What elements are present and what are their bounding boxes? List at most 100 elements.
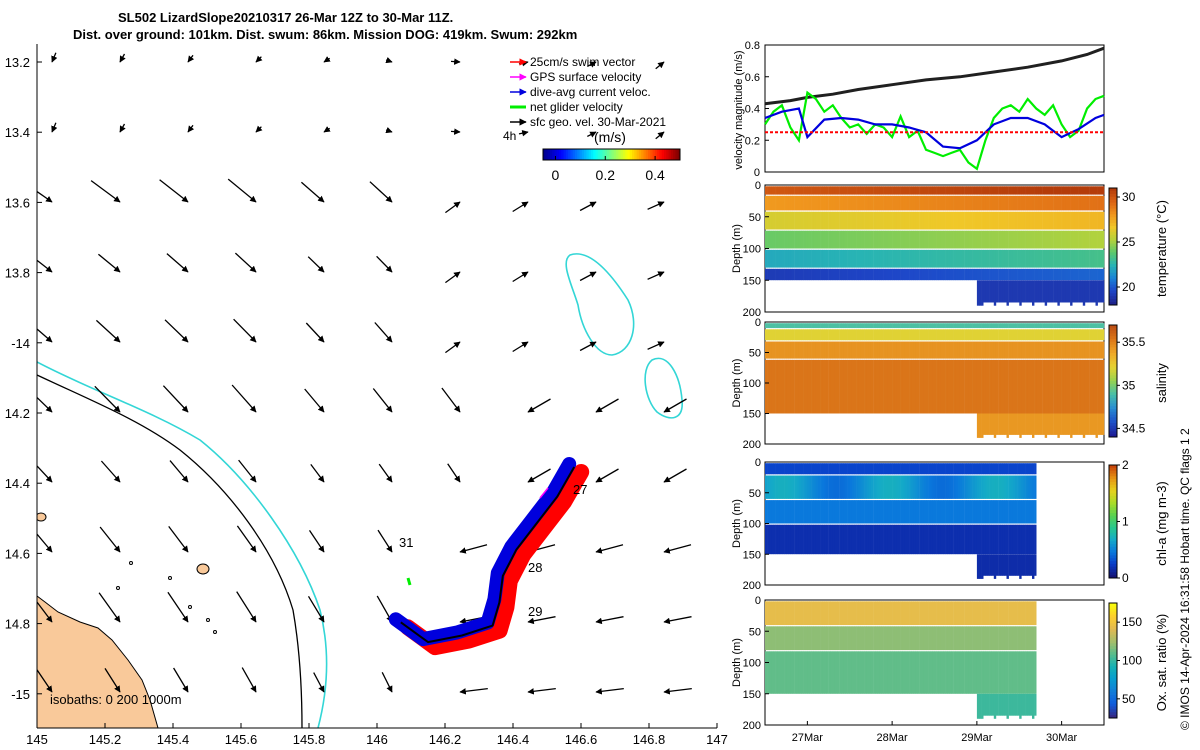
section-cell — [873, 230, 876, 249]
section-cell — [887, 341, 891, 359]
section-cell — [1002, 341, 1005, 359]
section-cell — [995, 554, 999, 576]
section-cell — [1068, 186, 1071, 195]
section-cell — [784, 329, 787, 341]
section-cell — [904, 230, 908, 249]
section-cell — [894, 463, 897, 475]
section-cell — [993, 268, 997, 281]
section-cell — [883, 500, 886, 524]
section-cell — [1097, 323, 1100, 329]
isobath-200m — [37, 374, 303, 728]
section-cell — [1076, 268, 1079, 281]
section-cell — [782, 626, 785, 651]
section-colorbar-tick-label: 34.5 — [1122, 421, 1146, 435]
section-cell — [995, 524, 999, 555]
section-cell — [873, 359, 876, 414]
section-cell — [962, 230, 965, 249]
section-cell — [1017, 323, 1020, 329]
section-cell — [979, 524, 982, 555]
section-cell — [947, 249, 950, 268]
section-cell — [877, 329, 880, 341]
section-colorbar-cell — [1109, 361, 1117, 365]
section-cell — [765, 463, 768, 475]
section-cell — [858, 268, 861, 281]
section-cell — [966, 186, 969, 195]
geo-velocity-arrow — [385, 126, 393, 134]
section-cell — [934, 249, 937, 268]
section-colorbar-tick-label: 30 — [1122, 190, 1136, 204]
section-cell — [907, 186, 910, 195]
section-cell — [1089, 268, 1092, 281]
section-cell — [1055, 186, 1058, 195]
section-cell — [870, 195, 874, 211]
section-cell — [1029, 211, 1033, 230]
section-cell — [1074, 323, 1077, 329]
section-cell — [811, 601, 814, 626]
section-cell — [765, 268, 768, 281]
section-cell — [1078, 230, 1081, 249]
section-cell — [909, 500, 912, 524]
section-cell — [1087, 341, 1090, 359]
depth-tick-label: 200 — [743, 439, 761, 451]
section-colorbar-cell — [1109, 637, 1117, 641]
section-cell — [1080, 359, 1084, 414]
section-cell — [995, 626, 999, 651]
section-cell — [826, 249, 829, 268]
section-cell — [883, 651, 886, 694]
section-cell — [945, 524, 948, 555]
section-cell — [976, 693, 980, 719]
section-cell — [779, 463, 783, 475]
section-cell — [989, 329, 992, 341]
section-cell — [894, 341, 897, 359]
section-cell — [1008, 413, 1012, 435]
section-cell — [786, 186, 789, 195]
section-cell — [936, 463, 939, 475]
section-cell — [907, 500, 910, 524]
section-cell — [864, 626, 867, 651]
section-cell — [813, 230, 817, 249]
section-cell — [790, 359, 793, 414]
section-cell — [841, 341, 844, 359]
section-colorbar-cell — [1109, 496, 1117, 500]
section-cell — [1099, 359, 1103, 414]
section-cell — [892, 475, 895, 499]
section-cell — [849, 475, 853, 499]
section-cell — [811, 323, 814, 329]
section-cell — [1000, 626, 1003, 651]
section-cell — [1019, 693, 1022, 719]
section-cell — [947, 186, 950, 195]
section-cell — [824, 651, 827, 694]
section-cell — [796, 524, 800, 555]
section-cell — [851, 475, 855, 499]
section-cell — [892, 341, 895, 359]
section-cell — [970, 329, 973, 341]
section-colorbar-cell — [1109, 395, 1117, 399]
section-cell — [775, 359, 778, 414]
section-cell — [987, 524, 990, 555]
section-cell — [1002, 693, 1005, 716]
section-cell — [849, 341, 853, 359]
section-cell — [917, 524, 920, 555]
section-cell — [798, 500, 802, 524]
section-cell — [807, 211, 810, 230]
section-cell — [815, 601, 819, 626]
section-cell — [1027, 230, 1031, 249]
section-cell — [879, 475, 882, 499]
section-cell — [1019, 626, 1022, 651]
section-cell — [1032, 626, 1035, 651]
section-cell — [962, 601, 965, 626]
section-cell — [919, 329, 923, 341]
section-colorbar-tick-label: 1 — [1122, 515, 1129, 529]
section-cell — [953, 230, 956, 249]
section-cell — [928, 524, 931, 555]
section-cell — [989, 601, 992, 626]
section-cell — [1095, 211, 1098, 230]
section-cell — [932, 268, 935, 281]
section-cell — [1023, 475, 1026, 499]
section-cell — [926, 323, 929, 329]
section-cell — [959, 323, 963, 329]
section-cell — [983, 693, 986, 716]
section-cell — [847, 195, 850, 211]
section-cell — [792, 186, 795, 195]
section-cell — [1025, 280, 1028, 303]
